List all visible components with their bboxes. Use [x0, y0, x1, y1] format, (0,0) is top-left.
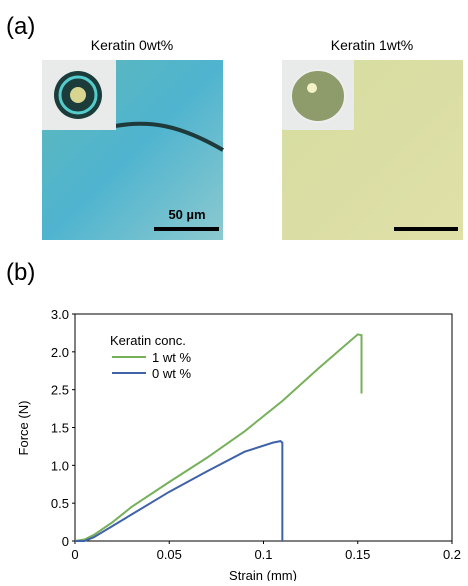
- x-axis-label: Strain (mm): [229, 568, 297, 581]
- micrograph-right: [282, 60, 463, 240]
- legend-label: 1 wt %: [152, 350, 191, 365]
- x-tick-label: 0.15: [345, 547, 370, 562]
- series-line: [75, 334, 362, 541]
- y-tick-label: 3.0: [51, 307, 69, 322]
- x-tick-label: 0.2: [443, 547, 461, 562]
- panel-label: (a): [6, 13, 35, 40]
- y-tick-label: 0.5: [51, 496, 69, 511]
- y-tick-label: 2.0: [51, 345, 69, 360]
- y-axis-label: Force (N): [16, 401, 31, 456]
- y-tick-label: 0: [62, 534, 69, 549]
- image-title: Keratin 1wt%: [331, 37, 413, 53]
- image-title: Keratin 0wt%: [91, 37, 173, 53]
- panel-label: (b): [6, 259, 35, 286]
- legend-title: Keratin conc.: [110, 333, 186, 348]
- y-tick-label: 1.5: [51, 421, 69, 436]
- y-tick-label: 2.5: [51, 383, 69, 398]
- micrograph-left: 50 µm: [42, 60, 223, 240]
- y-tick-label: 1.0: [51, 458, 69, 473]
- legend-label: 0 wt %: [152, 366, 191, 381]
- x-tick-label: 0.1: [254, 547, 272, 562]
- scale-label: 50 µm: [168, 207, 205, 222]
- figure: (a) Keratin 0wt% Keratin 1wt% 50 µm (b) …: [0, 0, 468, 581]
- x-tick-label: 0.05: [157, 547, 182, 562]
- x-tick-label: 0: [71, 547, 78, 562]
